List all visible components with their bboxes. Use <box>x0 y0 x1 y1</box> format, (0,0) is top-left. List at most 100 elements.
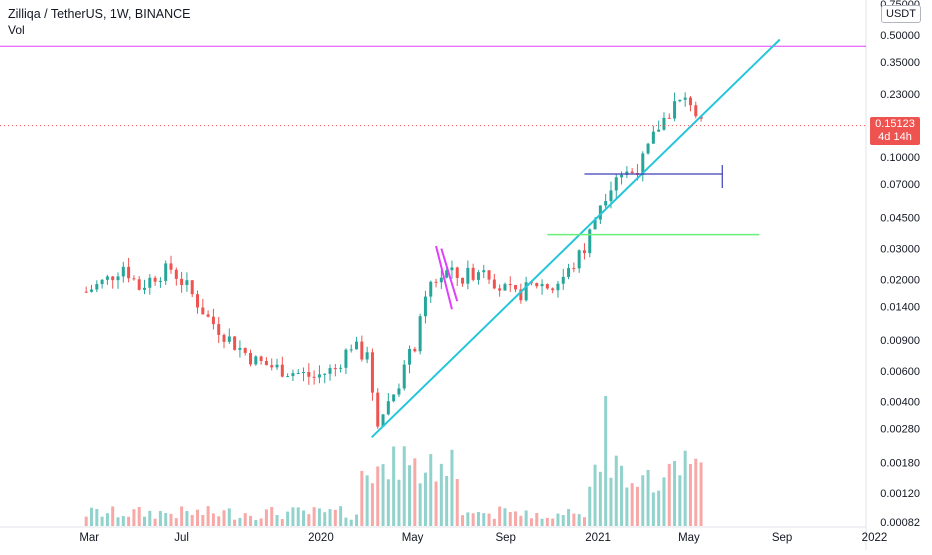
volume-bar <box>577 514 581 526</box>
candle <box>455 267 459 278</box>
candle <box>450 267 454 271</box>
price-tick-label: 0.01400 <box>880 301 920 313</box>
price-tick-label: 0.04500 <box>880 213 920 225</box>
volume-bar <box>339 506 343 526</box>
candle <box>508 284 512 286</box>
candle <box>196 294 200 308</box>
candle <box>588 229 592 254</box>
candle <box>445 270 449 278</box>
candle <box>233 336 237 350</box>
candle <box>535 283 539 287</box>
candle <box>630 171 634 174</box>
candle <box>651 131 655 144</box>
candle <box>662 117 666 130</box>
volume-indicator-label[interactable]: Vol <box>8 23 25 37</box>
candle <box>339 367 343 369</box>
volume-bar <box>243 513 247 526</box>
candle <box>259 356 263 361</box>
candle <box>545 284 549 289</box>
candle <box>222 334 226 342</box>
candle <box>174 269 178 279</box>
volume-bar <box>657 490 661 526</box>
volume-bar <box>524 510 528 526</box>
volume-bar <box>567 509 571 526</box>
candle <box>312 376 316 378</box>
candle <box>402 364 406 389</box>
volume-bar <box>572 513 576 526</box>
candle <box>667 117 671 119</box>
time-tick-label: 2021 <box>585 532 611 544</box>
candle <box>344 349 348 368</box>
volume-bar <box>296 507 300 526</box>
candle <box>408 348 412 365</box>
candle <box>514 285 518 290</box>
candle <box>392 394 396 402</box>
volume-bar <box>529 518 533 526</box>
volume-bar <box>286 511 290 526</box>
wedge-line[interactable] <box>440 248 459 302</box>
price-tick-label: 0.23000 <box>880 89 920 101</box>
price-tick-label: 0.00082 <box>880 517 920 529</box>
volume-bar <box>365 475 369 526</box>
currency-selector[interactable]: USDT <box>881 5 921 23</box>
candle <box>270 365 274 368</box>
volume-bar <box>455 479 459 526</box>
volume-bar <box>630 483 634 526</box>
candle <box>609 190 613 202</box>
candle <box>381 414 385 427</box>
volume-bar <box>238 517 242 526</box>
candle <box>206 314 210 317</box>
candle <box>153 277 157 282</box>
candle <box>694 105 698 117</box>
volume-bar <box>254 519 258 526</box>
candle <box>238 347 242 350</box>
candle <box>249 352 253 365</box>
volume-bar <box>408 465 412 526</box>
volume-bar <box>678 475 682 526</box>
volume-bar <box>137 507 141 526</box>
trendline[interactable] <box>370 38 781 439</box>
volume-bar <box>84 516 88 526</box>
volume-bar <box>127 516 131 526</box>
candle <box>572 268 576 270</box>
candle <box>561 276 565 284</box>
candle <box>582 250 586 254</box>
volume-bar <box>116 517 120 526</box>
volume-bar <box>540 518 544 526</box>
price-tick-label: 0.00280 <box>880 424 920 436</box>
volume-bar <box>206 506 210 526</box>
candle <box>111 276 115 281</box>
volume-bar <box>211 513 215 526</box>
price-tick-label: 0.00900 <box>880 335 920 347</box>
volume-bar <box>688 463 692 526</box>
volume-bar <box>386 479 390 526</box>
candle <box>439 277 443 283</box>
volume-bar <box>519 515 523 526</box>
candle <box>678 99 682 102</box>
volume-bar <box>397 479 401 526</box>
volume-bar <box>233 519 237 526</box>
volume-bar <box>143 516 147 526</box>
candle <box>211 316 215 325</box>
candle <box>296 372 300 374</box>
candle <box>360 341 364 360</box>
wedge-line[interactable] <box>435 245 453 310</box>
volume-bar <box>259 518 263 526</box>
candle <box>397 388 401 395</box>
candle <box>180 278 184 285</box>
price-tick-label: 0.03000 <box>880 244 920 256</box>
candle <box>328 368 332 374</box>
volume-bar <box>614 455 618 526</box>
candle <box>355 341 359 350</box>
candle <box>370 352 374 393</box>
time-tick-label: May <box>678 532 700 544</box>
candle <box>190 280 194 295</box>
volume-bar <box>471 513 475 526</box>
chart-title: Zilliqa / TetherUS, 1W, BINANCE <box>8 7 191 21</box>
volume-bar <box>445 476 449 526</box>
volume-bar <box>264 509 268 526</box>
volume-bar <box>492 518 496 526</box>
volume-bar <box>333 509 337 526</box>
